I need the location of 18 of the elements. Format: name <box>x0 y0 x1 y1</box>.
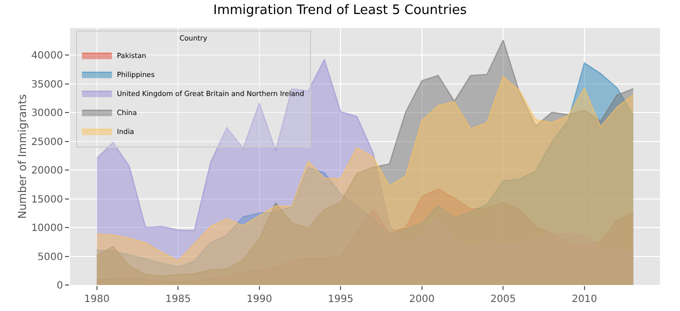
y-tick-label: 5000 <box>38 252 63 263</box>
y-tick-label: 20000 <box>31 166 63 177</box>
y-tick-label: 0 <box>56 280 63 292</box>
x-tick-label: 2005 <box>490 294 516 305</box>
x-tick-label: 2010 <box>572 294 598 305</box>
x-tick-label: 2000 <box>409 294 435 305</box>
y-tick-label: 25000 <box>31 136 63 148</box>
y-tick-label: 30000 <box>31 108 63 120</box>
chart-title: Immigration Trend of Least 5 Countries <box>213 2 467 18</box>
y-axis-title: Number of Immigrants <box>16 94 30 219</box>
y-tick-label: 40000 <box>31 50 63 62</box>
y-tick-label: 10000 <box>31 223 63 234</box>
x-tick-label: 1980 <box>84 294 110 305</box>
x-tick-label: 1985 <box>165 294 191 305</box>
x-tick-label: 1990 <box>246 294 272 305</box>
y-tick-label: 35000 <box>31 79 63 90</box>
y-tick-label: 15000 <box>31 194 63 206</box>
x-tick-label: 1995 <box>328 294 354 305</box>
